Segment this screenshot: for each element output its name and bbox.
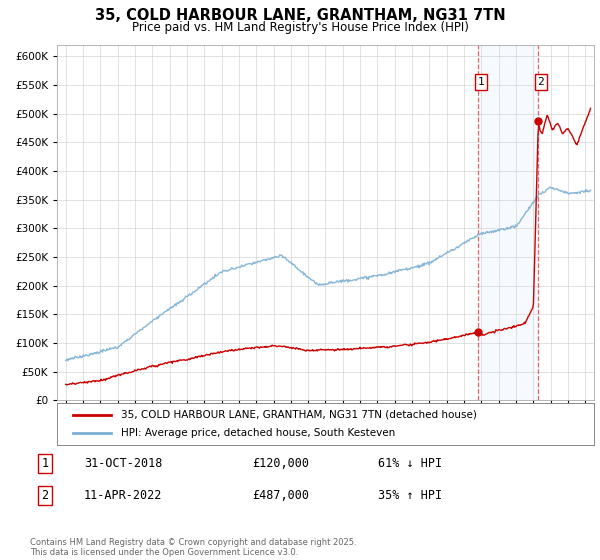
Text: 35, COLD HARBOUR LANE, GRANTHAM, NG31 7TN: 35, COLD HARBOUR LANE, GRANTHAM, NG31 7T… — [95, 8, 505, 24]
Text: 1: 1 — [41, 457, 49, 470]
Text: Price paid vs. HM Land Registry's House Price Index (HPI): Price paid vs. HM Land Registry's House … — [131, 21, 469, 34]
Text: £120,000: £120,000 — [252, 457, 309, 470]
Text: 2: 2 — [41, 489, 49, 502]
Text: 35, COLD HARBOUR LANE, GRANTHAM, NG31 7TN (detached house): 35, COLD HARBOUR LANE, GRANTHAM, NG31 7T… — [121, 410, 478, 420]
Text: 35% ↑ HPI: 35% ↑ HPI — [378, 489, 442, 502]
Text: Contains HM Land Registry data © Crown copyright and database right 2025.
This d: Contains HM Land Registry data © Crown c… — [30, 538, 356, 557]
Text: 61% ↓ HPI: 61% ↓ HPI — [378, 457, 442, 470]
Text: HPI: Average price, detached house, South Kesteven: HPI: Average price, detached house, Sout… — [121, 428, 395, 438]
Bar — [478, 45, 538, 400]
Text: 1: 1 — [478, 77, 484, 87]
Text: £487,000: £487,000 — [252, 489, 309, 502]
Text: 31-OCT-2018: 31-OCT-2018 — [84, 457, 163, 470]
Text: 2: 2 — [538, 77, 544, 87]
Text: 11-APR-2022: 11-APR-2022 — [84, 489, 163, 502]
